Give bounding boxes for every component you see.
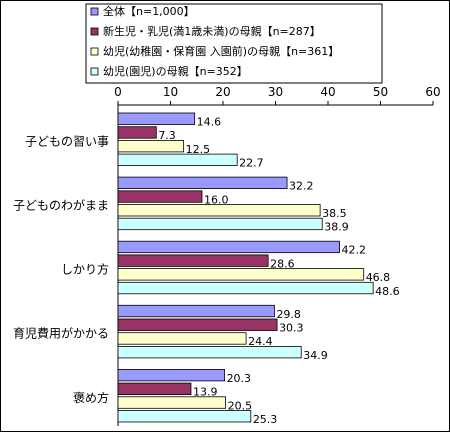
bar — [117, 410, 252, 423]
legend-swatch-4 — [90, 67, 99, 76]
axis-tick-label: 50 — [373, 85, 388, 99]
bar — [117, 254, 269, 267]
legend-swatch-2 — [90, 27, 99, 36]
plot-area: 子どもの習い事 14.6 7.3 12.5 22.7 子どものわがまま 32.2 16.0 38… — [13, 112, 400, 426]
bar — [117, 240, 340, 254]
bar — [117, 368, 225, 382]
bar — [117, 396, 227, 409]
data-label: 14.6 — [197, 116, 222, 129]
bar — [117, 304, 275, 318]
data-label: 20.5 — [228, 399, 253, 412]
bar — [117, 382, 192, 396]
bar — [117, 190, 203, 203]
legend: 全体【n=1,000】新生児・乳児(満1歳未満)の母親【n=287】幼児(幼稚園… — [85, 3, 383, 84]
bar — [117, 126, 157, 139]
bar — [117, 204, 321, 217]
axis-tick-label: 40 — [320, 85, 335, 99]
data-label: 7.3 — [158, 129, 176, 142]
data-label: 42.2 — [342, 244, 367, 257]
data-label: 12.5 — [186, 143, 211, 156]
category-label: しかり方 — [61, 262, 109, 277]
bar — [117, 139, 185, 153]
data-label: 28.6 — [270, 257, 295, 270]
legend-label-2: 新生児・乳児(満1歳未満)の母親【n=287】 — [103, 24, 321, 38]
bar — [117, 112, 196, 125]
category-label: 褒め方 — [73, 390, 109, 405]
axis-tick-label: 60 — [425, 85, 440, 99]
bar — [117, 345, 302, 359]
data-label: 34.9 — [303, 349, 328, 362]
legend-swatch-1 — [90, 7, 99, 16]
legend-box — [85, 3, 383, 84]
axis-tick-label: 30 — [268, 85, 283, 99]
legend-swatch-3 — [90, 47, 99, 56]
legend-label-1: 全体【n=1,000】 — [103, 4, 195, 18]
data-label: 48.6 — [375, 285, 400, 298]
legend-label-3: 幼児(幼稚園・保育園 入園前)の母親【n=361】 — [103, 44, 339, 58]
data-label: 13.9 — [193, 386, 218, 399]
data-label: 24.4 — [248, 335, 273, 348]
data-label: 32.2 — [289, 180, 314, 193]
data-label: 16.0 — [204, 193, 229, 206]
bar — [117, 318, 278, 331]
bar — [117, 176, 288, 190]
data-label: 30.3 — [279, 322, 304, 335]
axis-tick-label: 10 — [163, 85, 178, 99]
category-label: 育児費用がかかる — [13, 326, 109, 341]
category-label: 子どもの習い事 — [25, 134, 109, 148]
data-label: 25.3 — [253, 413, 278, 426]
legend-label-4: 幼児(園児)の母親【n=352】 — [103, 65, 248, 78]
bar — [117, 268, 365, 281]
bar — [117, 281, 374, 295]
data-label: 38.5 — [322, 207, 347, 220]
data-label: 22.7 — [239, 157, 263, 170]
data-label: 38.9 — [324, 221, 349, 234]
bar — [117, 153, 238, 167]
axis-tick-label: 20 — [215, 85, 230, 99]
data-label: 46.8 — [366, 271, 391, 284]
category-label: 子どものわがまま — [13, 198, 109, 213]
axis-tick-label: 0 — [114, 85, 122, 99]
data-label: 20.3 — [227, 372, 252, 385]
data-label: 29.8 — [276, 308, 301, 321]
bar — [117, 217, 323, 231]
bar — [117, 332, 247, 345]
